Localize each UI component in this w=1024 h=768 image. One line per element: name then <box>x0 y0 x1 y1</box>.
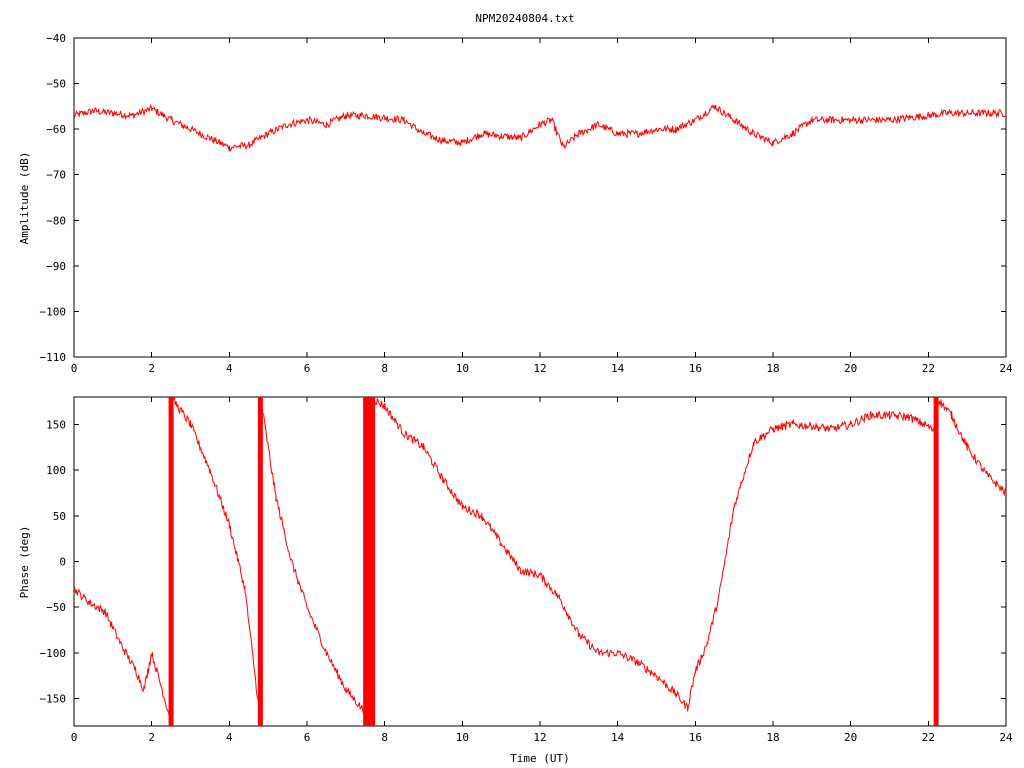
phase-y-tick-label: 50 <box>53 510 66 523</box>
phase-x-tick-label: 0 <box>71 731 78 744</box>
amplitude-x-tick-label: 24 <box>999 362 1013 375</box>
phase-x-tick-label: 14 <box>611 731 625 744</box>
phase-plot-frame <box>73 396 1007 727</box>
phase-y-axis-label: Phase (deg) <box>18 526 31 599</box>
phase-x-tick-label: 6 <box>304 731 311 744</box>
amplitude-x-tick-label: 16 <box>689 362 702 375</box>
phase-x-tick-label: 2 <box>148 731 155 744</box>
amplitude-x-tick-label: 22 <box>922 362 935 375</box>
amplitude-y-tick-label: −80 <box>46 214 66 227</box>
amplitude-y-tick-label: −40 <box>46 32 66 45</box>
amplitude-x-tick-label: 4 <box>226 362 233 375</box>
phase-y-tick-label: 0 <box>59 556 66 569</box>
amplitude-x-tick-label: 18 <box>766 362 779 375</box>
phase-phase-wrap-band <box>363 397 376 726</box>
phase-x-axis-label: Time (UT) <box>510 752 570 765</box>
amplitude-x-tick-label: 12 <box>533 362 546 375</box>
amplitude-y-tick-label: −110 <box>40 351 67 364</box>
phase-x-tick-label: 12 <box>533 731 546 744</box>
phase-series <box>73 395 1007 726</box>
phase-y-tick-label: −50 <box>46 601 66 614</box>
amplitude-x-tick-label: 20 <box>844 362 857 375</box>
amplitude-x-tick-label: 8 <box>381 362 388 375</box>
phase-x-tick-label: 22 <box>922 731 935 744</box>
phase-series-line <box>73 395 1007 725</box>
phase-phase-wrap-band <box>933 397 939 726</box>
phase-x-tick-label: 20 <box>844 731 857 744</box>
phase-x-tick-label: 16 <box>689 731 702 744</box>
phase-x-tick-label: 24 <box>999 731 1013 744</box>
amplitude-ticks: 0 2 4 6 8 10 12 14 16 18 20 22 24−110−100−90−80−70−6… <box>40 32 1013 375</box>
phase-phase-wrap-band <box>257 397 263 726</box>
amplitude-y-tick-label: −100 <box>40 305 67 318</box>
phase-x-tick-label: 4 <box>226 731 233 744</box>
phase-phase-wrap-band <box>168 397 174 726</box>
amplitude-x-tick-label: 0 <box>71 362 78 375</box>
phase-x-tick-label: 18 <box>766 731 779 744</box>
amplitude-y-tick-label: −90 <box>46 260 66 273</box>
phase-panel: 0 2 4 6 8 10 12 14 16 18 20 22 24−150−100−5005010015… <box>18 395 1013 765</box>
amplitude-x-tick-label: 10 <box>456 362 469 375</box>
amplitude-y-tick-label: −60 <box>46 123 66 136</box>
amplitude-plot-frame <box>73 37 1007 358</box>
phase-y-tick-label: 100 <box>46 464 66 477</box>
amplitude-y-tick-label: −50 <box>46 78 66 91</box>
phase-ticks: 0 2 4 6 8 10 12 14 16 18 20 22 24−150−100−5005010015… <box>40 397 1013 744</box>
phase-y-tick-label: −100 <box>40 647 67 660</box>
amplitude-panel: 0 2 4 6 8 10 12 14 16 18 20 22 24−110−100−90−80−70−6… <box>18 32 1013 375</box>
amplitude-x-tick-label: 6 <box>304 362 311 375</box>
amplitude-series-line <box>73 103 1007 152</box>
phase-x-tick-label: 10 <box>456 731 469 744</box>
phase-y-tick-label: 150 <box>46 418 66 431</box>
phase-x-tick-label: 8 <box>381 731 388 744</box>
amplitude-y-tick-label: −70 <box>46 169 66 182</box>
phase-y-tick-label: −150 <box>40 693 67 706</box>
amplitude-series <box>73 103 1007 152</box>
amplitude-y-axis-label: Amplitude (dB) <box>18 152 31 245</box>
chart-title: NPM20240804.txt <box>475 12 574 25</box>
amplitude-x-tick-label: 2 <box>148 362 155 375</box>
amplitude-x-tick-label: 14 <box>611 362 625 375</box>
